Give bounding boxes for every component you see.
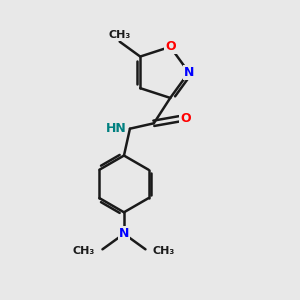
Text: N: N xyxy=(119,227,129,240)
Text: O: O xyxy=(181,112,191,125)
Text: CH₃: CH₃ xyxy=(73,246,95,256)
Text: HN: HN xyxy=(106,122,126,135)
Text: CH₃: CH₃ xyxy=(153,246,175,256)
Text: CH₃: CH₃ xyxy=(109,30,131,40)
Text: N: N xyxy=(184,66,194,79)
Text: O: O xyxy=(165,40,175,53)
